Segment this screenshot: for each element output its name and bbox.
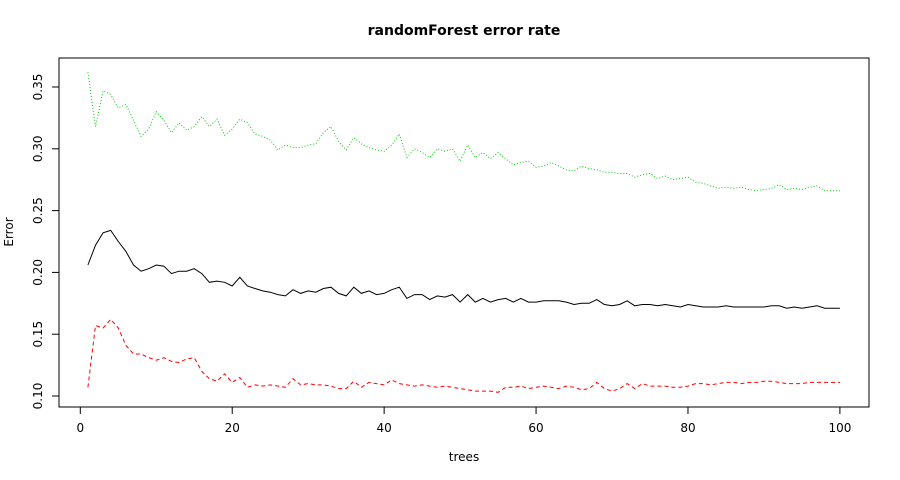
x-axis-label: trees	[449, 450, 479, 464]
y-tick-label: 0.10	[31, 383, 45, 410]
y-axis-label: Error	[2, 217, 16, 246]
y-tick-label: 0.20	[31, 259, 45, 286]
y-tick-label: 0.25	[31, 197, 45, 224]
x-tick-label: 40	[376, 421, 391, 435]
x-tick-label: 0	[76, 421, 84, 435]
x-tick-label: 60	[528, 421, 543, 435]
y-tick-label: 0.35	[31, 74, 45, 101]
series-line-3	[87, 72, 840, 192]
series-layer	[87, 72, 840, 393]
x-tick-label: 80	[680, 421, 695, 435]
x-axis: 0 20 40 60 80 100	[76, 406, 851, 435]
x-tick-label: 20	[225, 421, 240, 435]
y-tick-label: 0.15	[31, 321, 45, 348]
series-line-2	[87, 318, 840, 393]
x-tick-label: 100	[828, 421, 851, 435]
y-tick-label: 0.30	[31, 135, 45, 162]
y-axis: 0.10 0.15 0.20 0.25 0.30 0.35	[31, 74, 60, 410]
series-line-1	[87, 229, 840, 309]
chart-title: randomForest error rate	[368, 23, 561, 39]
